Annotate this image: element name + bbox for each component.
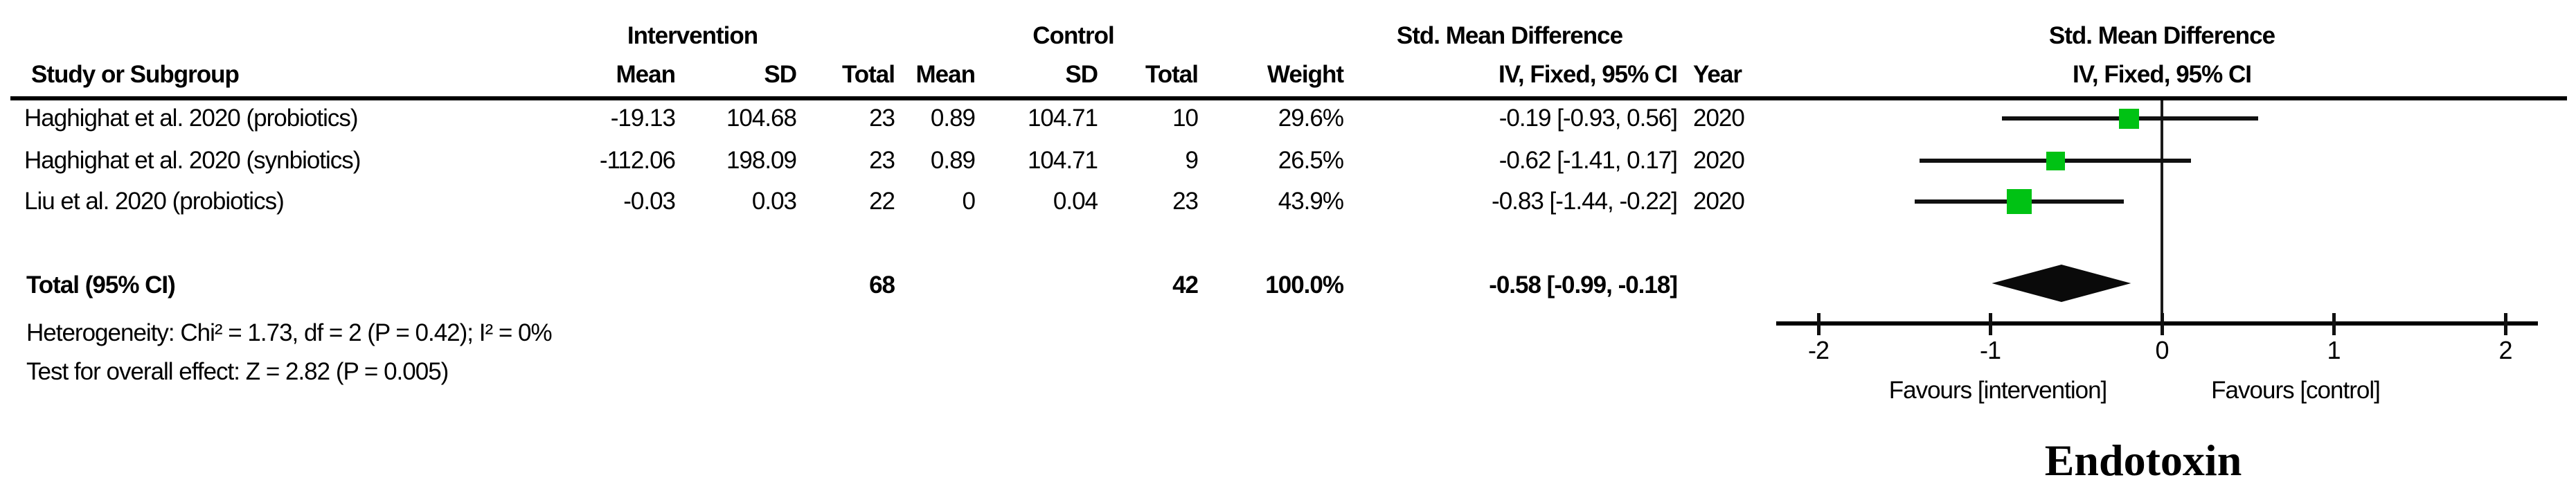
- cell-int_sd-row1: 104.68: [726, 105, 797, 132]
- cell-int_total-row3: 22: [869, 188, 895, 215]
- col-header-ctl-sd: SD: [1065, 61, 1098, 88]
- cell-weight-row1: 29.6%: [1278, 105, 1344, 132]
- x-axis-line: [1776, 321, 2538, 326]
- col-header-int-total: Total: [841, 61, 895, 88]
- total-ctl-total: 42: [1172, 272, 1199, 299]
- overall-effect-text: Test for overall effect: Z = 2.82 (P = 0…: [26, 358, 449, 385]
- cell-ctl_total-row2: 9: [1185, 147, 1199, 174]
- col-header-int-mean: Mean: [616, 61, 676, 88]
- axis-tick-label-1: 1: [2327, 336, 2341, 364]
- group-header-smd-table: Std. Mean Difference: [1396, 22, 1623, 49]
- col-header-ci-table: IV, Fixed, 95% CI: [1499, 61, 1678, 88]
- cell-ctl_mean-row1: 0.89: [930, 105, 976, 132]
- cell-weight-row3: 43.9%: [1278, 188, 1344, 215]
- axis-tick-2: [2504, 313, 2507, 335]
- header-underline: [10, 96, 2567, 100]
- axis-tick--1: [1989, 313, 1992, 335]
- cell-ctl_sd-row3: 0.04: [1053, 188, 1098, 215]
- cell-int_mean-row2: -112.06: [599, 147, 676, 174]
- favours-left-label: Favours [intervention]: [1888, 377, 2108, 404]
- effect-square-row3: [2007, 189, 2032, 214]
- cell-int_mean-row3: -0.03: [623, 188, 676, 215]
- cell-ctl_sd-row1: 104.71: [1027, 105, 1098, 132]
- total-weight: 100.0%: [1265, 272, 1344, 299]
- total-ci-text: -0.58 [-0.99, -0.18]: [1489, 272, 1678, 299]
- col-header-study: Study or Subgroup: [31, 61, 240, 88]
- cell-ctl_total-row3: 23: [1172, 188, 1199, 215]
- zero-line: [2161, 100, 2163, 323]
- total-row-label: Total (95% CI): [26, 272, 176, 299]
- axis-tick-label-0: 0: [2155, 336, 2169, 364]
- cell-ci_text-row3: -0.83 [-1.44, -0.22]: [1492, 188, 1678, 215]
- axis-tick-1: [2332, 313, 2336, 335]
- favours-right-label: Favours [control]: [2211, 377, 2381, 404]
- cell-int_sd-row2: 198.09: [726, 147, 797, 174]
- cell-study-row3: Liu et al. 2020 (probiotics): [24, 188, 285, 215]
- total-int-total: 68: [869, 272, 895, 299]
- cell-year-row2: 2020: [1693, 147, 1745, 174]
- cell-study-row2: Haghighat et al. 2020 (synbiotics): [24, 147, 361, 174]
- col-header-ctl-total: Total: [1145, 61, 1199, 88]
- cell-ci_text-row2: -0.62 [-1.41, 0.17]: [1499, 147, 1678, 174]
- effect-square-row2: [2046, 151, 2065, 170]
- group-header-smd-plot: Std. Mean Difference: [2048, 22, 2275, 49]
- cell-weight-row2: 26.5%: [1278, 147, 1344, 174]
- cell-study-row1: Haghighat et al. 2020 (probiotics): [24, 105, 359, 132]
- axis-tick-label--1: -1: [1979, 336, 2001, 364]
- col-header-int-sd: SD: [764, 61, 797, 88]
- group-header-control: Control: [1032, 22, 1114, 49]
- cell-ctl_sd-row2: 104.71: [1027, 147, 1098, 174]
- outcome-caption: Endotoxin: [2044, 436, 2242, 485]
- cell-ctl_mean-row3: 0: [962, 188, 976, 215]
- axis-tick--2: [1817, 313, 1821, 335]
- col-header-weight: Weight: [1267, 61, 1344, 88]
- cell-int_total-row1: 23: [869, 105, 895, 132]
- cell-year-row1: 2020: [1693, 105, 1745, 132]
- col-header-ctl-mean: Mean: [915, 61, 976, 88]
- col-header-year: Year: [1693, 61, 1742, 88]
- heterogeneity-text: Heterogeneity: Chi² = 1.73, df = 2 (P = …: [26, 319, 553, 346]
- cell-ctl_mean-row2: 0.89: [930, 147, 976, 174]
- cell-ctl_total-row1: 10: [1172, 105, 1199, 132]
- axis-tick-label--2: -2: [1807, 336, 1830, 364]
- total-effect-diamond: [1992, 265, 2131, 302]
- cell-year-row3: 2020: [1693, 188, 1745, 215]
- cell-int_mean-row1: -19.13: [610, 105, 676, 132]
- cell-int_total-row2: 23: [869, 147, 895, 174]
- axis-tick-label-2: 2: [2498, 336, 2512, 364]
- group-header-intervention: Intervention: [627, 22, 758, 49]
- effect-square-row1: [2119, 108, 2140, 129]
- cell-int_sd-row3: 0.03: [751, 188, 797, 215]
- cell-ci_text-row1: -0.19 [-0.93, 0.56]: [1499, 105, 1678, 132]
- axis-tick-0: [2161, 313, 2164, 335]
- col-header-ci-plot: IV, Fixed, 95% CI: [2073, 61, 2252, 88]
